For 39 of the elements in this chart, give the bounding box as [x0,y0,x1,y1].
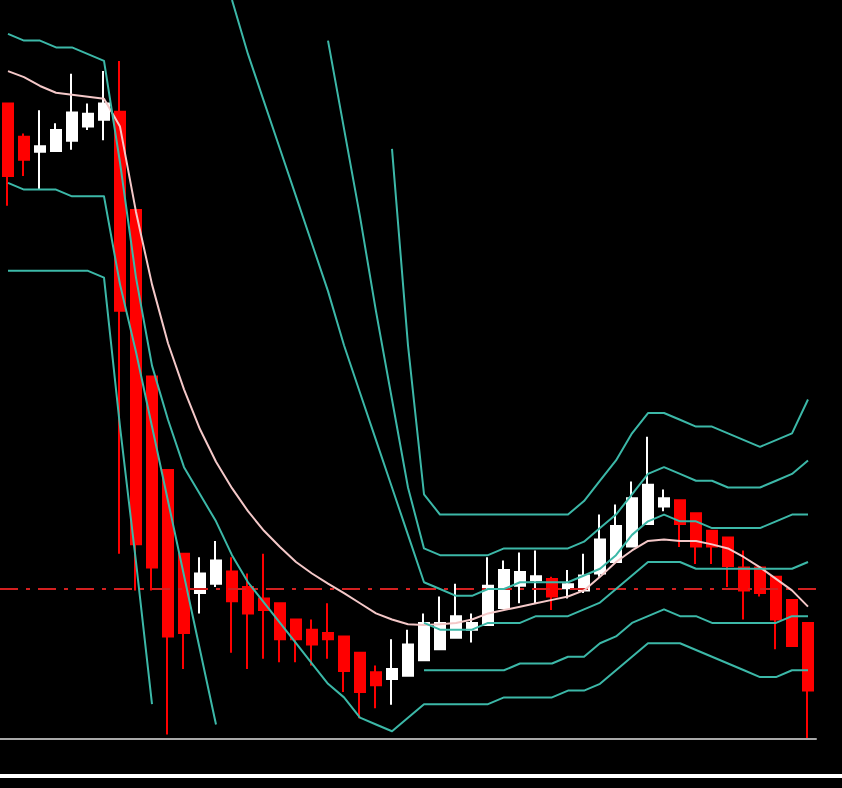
candlestick [722,536,734,589]
candlestick [82,102,94,131]
candlestick [338,635,350,693]
candlestick [274,602,286,664]
candlestick [514,551,526,605]
candlestick [674,499,686,549]
candlestick [98,70,110,142]
candlestick [786,598,798,647]
candlestick [66,72,78,151]
candlestick [18,132,30,178]
candlestick [290,618,302,664]
candlestick [418,612,430,662]
candlestick [626,480,638,548]
candlestick [594,513,606,578]
candlestick [370,664,382,710]
candlestick [658,488,670,513]
candlestick [802,621,814,739]
candlestick [130,208,142,592]
candlestick [306,618,318,667]
candlestick [34,109,46,190]
candlestick [530,549,542,605]
candlestick [210,539,222,589]
candlestick [738,549,750,621]
candlestick [402,628,414,677]
candlestick [770,575,782,651]
candlestick [242,572,254,670]
candlestick [498,559,510,609]
candlestick [386,638,398,706]
candlestick [354,651,366,720]
candlestick [322,602,334,660]
candlestick [642,435,654,526]
candlestick [162,468,174,736]
candlestick [50,122,62,152]
candlestick [226,556,238,654]
candlestick [562,569,574,600]
candlestick [194,556,206,615]
candlestick [258,552,270,660]
candlestick [2,102,14,207]
candlestick [146,375,158,592]
